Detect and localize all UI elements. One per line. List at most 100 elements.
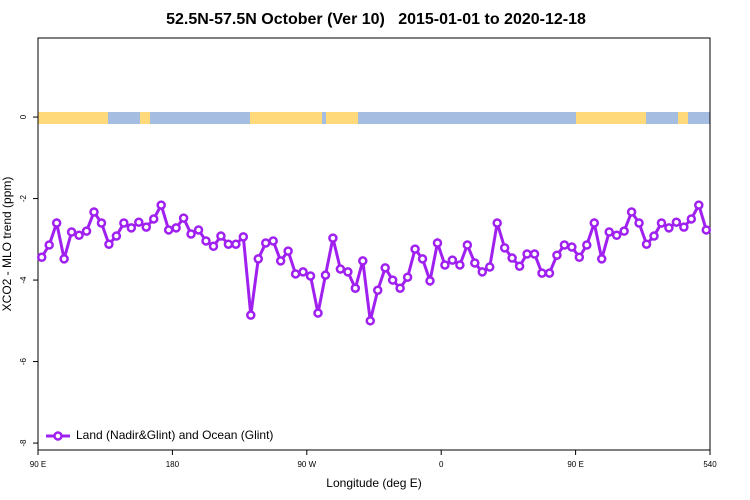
data-point xyxy=(343,267,353,277)
data-point xyxy=(447,255,458,265)
data-point xyxy=(484,262,495,272)
data-point xyxy=(417,254,428,264)
data-point xyxy=(223,239,234,249)
data-point xyxy=(246,310,256,320)
data-point xyxy=(537,268,547,278)
data-point xyxy=(604,227,614,237)
y-tick-label: -4 xyxy=(19,276,28,284)
data-point xyxy=(111,231,122,241)
data-point xyxy=(641,239,652,249)
data-point xyxy=(298,267,308,277)
data-point xyxy=(178,213,189,223)
data-point xyxy=(51,218,62,228)
data-point xyxy=(582,240,592,250)
land-ocean-strip xyxy=(38,112,710,124)
data-point xyxy=(268,236,278,246)
x-tick-label: 90 W xyxy=(297,460,316,469)
data-point xyxy=(141,222,152,232)
data-point xyxy=(275,256,286,266)
data-point xyxy=(208,241,219,251)
data-point xyxy=(694,200,704,210)
data-point xyxy=(36,252,47,262)
data-point xyxy=(574,252,585,262)
chart-title: 52.5N-57.5N October (Ver 10) 2015-01-01 … xyxy=(166,11,586,28)
data-point xyxy=(440,260,450,270)
data-point xyxy=(253,254,264,264)
x-tick-label: 180 xyxy=(166,460,180,469)
data-point xyxy=(559,240,570,250)
data-point xyxy=(171,223,181,233)
data-point xyxy=(387,275,398,285)
x-tick-label: 0 xyxy=(439,460,444,469)
x-tick-label: 540 xyxy=(703,460,717,469)
data-point xyxy=(358,256,368,266)
data-point xyxy=(104,239,114,249)
data-point xyxy=(126,223,137,233)
data-point xyxy=(313,308,323,318)
data-point xyxy=(492,218,502,228)
data-point xyxy=(156,200,166,210)
y-axis-label: XCO2 - MLO trend (ppm) xyxy=(0,177,14,312)
data-point xyxy=(544,268,555,278)
data-point xyxy=(432,238,443,248)
data-point xyxy=(96,218,107,228)
data-point xyxy=(634,218,644,228)
data-point xyxy=(686,214,697,224)
data-point xyxy=(290,269,301,279)
data-point xyxy=(134,217,144,227)
y-tick-label: 0 xyxy=(19,114,28,119)
data-point xyxy=(552,250,562,260)
data-point xyxy=(701,225,712,235)
data-point xyxy=(514,261,525,271)
data-point xyxy=(522,249,532,259)
data-point xyxy=(372,285,383,296)
x-axis-label: Longitude (deg E) xyxy=(326,476,421,490)
y-tick-label: -6 xyxy=(19,357,28,365)
x-tick-label: 90 E xyxy=(30,460,46,469)
plot-frame xyxy=(37,37,711,451)
data-point xyxy=(59,254,69,264)
data-point xyxy=(74,230,84,240)
data-point xyxy=(455,260,465,270)
data-point xyxy=(462,240,473,250)
data-point xyxy=(163,225,174,235)
data-point xyxy=(649,231,659,241)
data-point xyxy=(320,270,331,280)
data-point xyxy=(81,226,92,236)
legend-text: Land (Nadir&Glint) and Ocean (Glint) xyxy=(76,428,273,442)
data-point xyxy=(499,243,510,253)
data-point xyxy=(66,227,77,237)
x-tick-label: 90 E xyxy=(567,460,583,469)
data-point xyxy=(260,238,271,248)
data-point xyxy=(589,218,600,228)
data-point xyxy=(365,316,376,326)
data-point xyxy=(201,236,211,246)
data-point xyxy=(679,222,689,232)
data-point xyxy=(425,276,435,286)
y-tick-label: -2 xyxy=(19,194,28,202)
data-point xyxy=(193,225,204,235)
data-point xyxy=(470,258,480,268)
data-point xyxy=(216,231,226,241)
data-point xyxy=(507,253,517,263)
data-point xyxy=(529,249,540,259)
data-point xyxy=(656,218,667,228)
data-point xyxy=(402,272,413,282)
data-point xyxy=(611,230,622,240)
data-point xyxy=(626,207,637,217)
data-point xyxy=(186,229,196,239)
data-point xyxy=(148,214,159,224)
legend-marker xyxy=(53,431,63,441)
data-point xyxy=(664,223,674,233)
data-point xyxy=(44,240,54,250)
data-point xyxy=(119,218,129,228)
data-point xyxy=(328,233,338,243)
data-point xyxy=(238,232,249,242)
data-point xyxy=(305,271,316,281)
data-point xyxy=(567,242,577,252)
data-point xyxy=(231,239,241,249)
data-point xyxy=(350,283,361,293)
data-point xyxy=(671,217,682,227)
data-point xyxy=(477,267,488,277)
